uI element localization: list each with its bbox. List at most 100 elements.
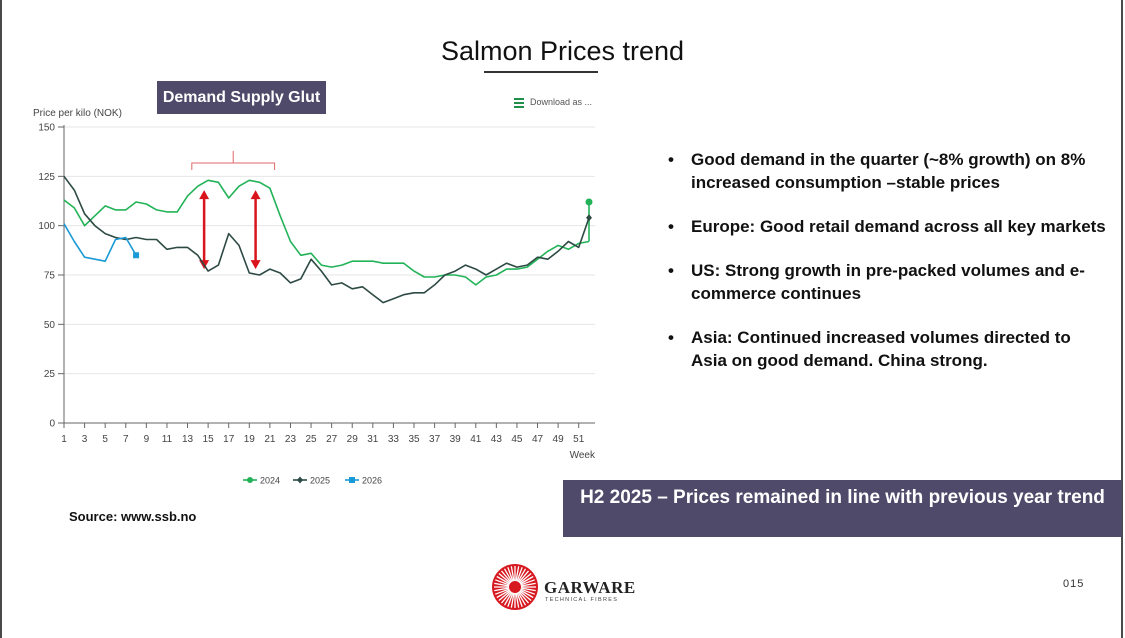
bullet-item: • Asia: Continued increased volumes direc… [668, 326, 1108, 372]
x-tick-label: 1 [61, 434, 67, 445]
y-tick-label: 0 [49, 419, 55, 430]
y-tick-label: 150 [38, 123, 55, 134]
y-axis: 0 25 50 75 100 125 150 [38, 123, 65, 430]
logo-ray [498, 573, 511, 584]
chart-grid [64, 126, 595, 424]
garware-logo-icon [492, 564, 538, 610]
logo-ray [520, 579, 535, 586]
x-tick-label: 25 [305, 434, 317, 445]
series-2025-end-marker [586, 214, 592, 222]
bullet-text: US: Strong growth in pre-packed volumes … [691, 261, 1085, 303]
download-label: Download as ... [530, 97, 592, 107]
bullet-item: • Good demand in the quarter (~8% growth)… [668, 148, 1108, 194]
logo-ray [494, 587, 510, 592]
x-axis: 1 3 5 7 9 11 13 15 17 19 21 23 25 27 29 31 33 35 37 39 41 43 4… [61, 422, 595, 445]
series-2026-end-marker [133, 252, 140, 259]
y-tick-label: 100 [38, 221, 55, 232]
x-tick-label: 5 [102, 434, 108, 445]
logo-ray [507, 592, 514, 607]
x-tick-label: 51 [573, 434, 585, 445]
x-tick-label: 11 [162, 434, 173, 445]
logo-ray [501, 570, 512, 583]
h2-summary-box: H2 2025 – Prices remained in line with p… [563, 480, 1122, 537]
bullet-item: • US: Strong growth in pre-packed volumes… [668, 259, 1108, 305]
bullet-glyph: • [668, 150, 674, 169]
logo-ray [507, 567, 514, 582]
y-axis-label: Price per kilo (NOK) [33, 108, 122, 119]
series-2026-line [63, 223, 137, 263]
logo-ray [517, 568, 527, 583]
legend-label-2026: 2026 [362, 476, 382, 486]
logo-ray [496, 575, 511, 585]
bracket-annotation [191, 151, 276, 170]
x-tick-label: 23 [285, 434, 297, 445]
y-tick-label: 50 [44, 320, 56, 331]
legend-label-2025: 2025 [310, 476, 330, 486]
logo-ray [496, 589, 511, 599]
bullet-text: Europe: Good retail demand across all ke… [691, 217, 1106, 236]
logo-ray [519, 575, 534, 585]
x-tick-label: 29 [347, 434, 359, 445]
x-tick-label: 47 [532, 434, 544, 445]
x-tick-label: 17 [223, 434, 235, 445]
bullet-item: • Europe: Good retail demand across all k… [668, 215, 1108, 238]
bullet-glyph: • [668, 261, 674, 280]
x-tick-label: 3 [82, 434, 88, 445]
bullet-list: • Good demand in the quarter (~8% growth)… [668, 148, 1108, 393]
bullet-glyph: • [668, 217, 674, 236]
chart-annotations [191, 151, 276, 270]
logo-ray [520, 587, 536, 592]
logo-ray [494, 582, 510, 587]
arrow-head-up [250, 190, 261, 200]
x-tick-label: 27 [326, 434, 338, 445]
logo-ray [503, 568, 513, 583]
legend-marker-2024 [247, 477, 253, 483]
legend-label-2024: 2024 [260, 476, 280, 486]
x-tick-label: 33 [388, 434, 400, 445]
arrow-head-up [199, 190, 210, 200]
menu-icon [514, 98, 524, 108]
x-tick-label: 49 [553, 434, 565, 445]
chart-series [63, 175, 593, 304]
logo-ray [519, 589, 534, 599]
logo-ray [515, 592, 520, 608]
bullet-text: Asia: Continued increased volumes direct… [691, 328, 1071, 370]
logo-ray [510, 566, 515, 582]
x-tick-label: 45 [511, 434, 523, 445]
x-tick-label: 13 [182, 434, 194, 445]
series-2024-end-marker [585, 198, 593, 206]
logo-ray [501, 591, 512, 604]
x-tick-label: 37 [429, 434, 441, 445]
logo-ray [510, 592, 515, 608]
page-number: 015 [1063, 578, 1085, 590]
brand-tagline: TECHNICAL FIBRES [545, 597, 619, 603]
arrow-head-down [250, 260, 261, 270]
download-button[interactable]: Download as ... [510, 94, 595, 110]
legend-marker-2026 [349, 477, 355, 483]
x-tick-label: 39 [450, 434, 462, 445]
x-tick-label: 35 [408, 434, 420, 445]
logo-ray [495, 579, 510, 586]
logo-ray [517, 591, 527, 606]
x-axis-label: Week [570, 450, 596, 461]
bullet-text: Good demand in the quarter (~8% growth) … [691, 150, 1086, 192]
y-tick-label: 125 [38, 172, 55, 183]
x-tick-label: 41 [470, 434, 482, 445]
legend-marker-2025 [297, 476, 303, 484]
chart-legend[interactable]: 2024 2025 2026 [243, 476, 382, 486]
bullet-glyph: • [668, 328, 674, 347]
logo-ray [518, 570, 529, 583]
slide-border-right [1121, 0, 1123, 638]
x-tick-label: 19 [244, 434, 256, 445]
x-tick-label: 9 [144, 434, 150, 445]
y-tick-label: 25 [44, 369, 56, 380]
series-2024-line [63, 179, 590, 286]
logo-ray [503, 591, 513, 606]
y-tick-label: 75 [44, 271, 56, 282]
x-tick-label: 31 [367, 434, 379, 445]
logo-ray [516, 567, 523, 582]
series-2025-line [63, 175, 590, 304]
x-tick-label: 7 [123, 434, 129, 445]
demand-supply-glut-label: Demand Supply Glut [157, 81, 326, 114]
x-tick-label: 43 [491, 434, 503, 445]
